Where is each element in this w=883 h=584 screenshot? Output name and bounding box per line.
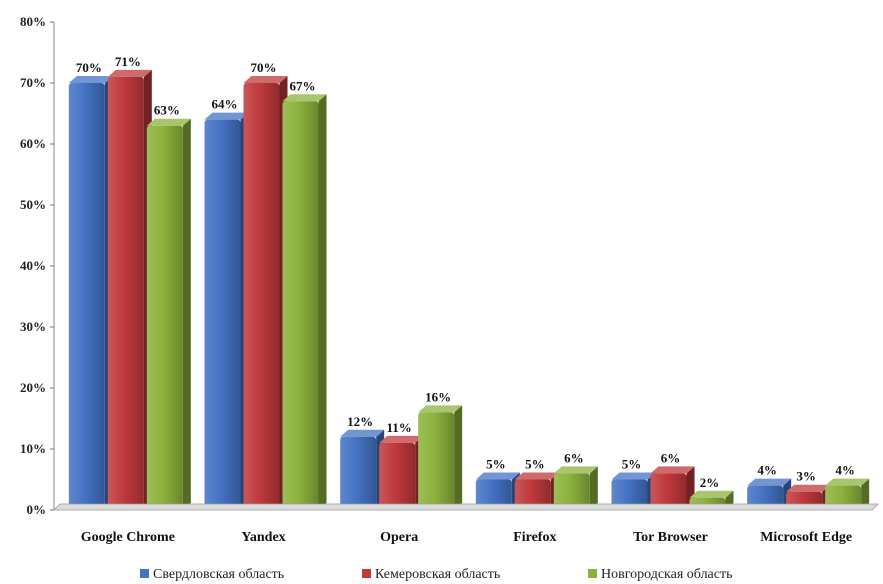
bar-front <box>553 473 590 510</box>
data-label: 3% <box>796 469 816 484</box>
bar-top <box>146 118 191 126</box>
category-label: Firefox <box>513 530 556 545</box>
bar <box>146 118 191 510</box>
category-labels: Google Chrome Yandex Opera Firefox Tor Brows… <box>81 530 852 545</box>
data-labels: 70% 71% 63% 64% 70% 67% 12% 11% 16% 5% 5% 6% 5% 6% 2% 4… <box>76 54 855 490</box>
bar <box>107 69 152 511</box>
y-tick-label: 50% <box>20 197 46 212</box>
category-label: Opera <box>380 530 418 545</box>
data-label: 11% <box>387 420 412 435</box>
data-label: 63% <box>154 103 180 118</box>
chart-floor <box>53 503 879 511</box>
bar <box>553 466 598 510</box>
bar-front <box>418 412 455 510</box>
bar-top <box>611 472 656 480</box>
bar-front <box>243 83 280 510</box>
data-label: 5% <box>525 457 545 472</box>
bar-front <box>514 479 551 510</box>
category-label: Microsoft Edge <box>760 530 852 545</box>
data-label: 5% <box>622 457 642 472</box>
y-tick-label: 30% <box>20 319 46 334</box>
bar-top <box>204 112 249 120</box>
y-tick-label: 70% <box>20 75 46 90</box>
bar-top <box>553 466 598 474</box>
data-label: 4% <box>757 463 777 478</box>
bar <box>204 112 249 510</box>
bar-top <box>786 484 831 492</box>
bar-front <box>475 479 512 510</box>
data-label: 12% <box>347 414 373 429</box>
data-label: 71% <box>115 54 141 69</box>
bar-top <box>68 76 113 83</box>
bar <box>340 429 385 510</box>
bar-front <box>611 479 648 510</box>
data-label: 5% <box>486 457 506 472</box>
bar-front <box>650 473 687 510</box>
bar-side <box>318 94 327 511</box>
legend: Свердловская область Кемеровская область Н… <box>140 567 732 582</box>
y-tick-label: 0% <box>27 502 47 517</box>
y-tick-label: 10% <box>20 441 46 456</box>
bar <box>243 76 288 510</box>
y-tick-label: 20% <box>20 380 46 395</box>
bar-side <box>589 466 598 510</box>
bar <box>418 405 463 510</box>
bar-top <box>689 490 734 498</box>
bar <box>650 466 695 510</box>
legend-label: Новгородская область <box>601 567 732 582</box>
bar-top <box>107 69 152 77</box>
y-tick-label: 60% <box>20 136 46 151</box>
data-label: 6% <box>661 450 681 465</box>
y-tick-label: 40% <box>20 258 46 273</box>
data-label: 2% <box>700 475 720 490</box>
bar <box>379 435 424 510</box>
bar-top <box>418 405 463 413</box>
bar-top <box>650 466 695 474</box>
bar-top <box>747 478 792 486</box>
legend-item: Свердловская область <box>140 567 284 582</box>
legend-swatch <box>140 569 149 578</box>
data-label: 70% <box>76 60 102 75</box>
bar-front <box>282 101 319 511</box>
bar <box>68 76 113 510</box>
legend-swatch <box>362 569 371 578</box>
category-label: Google Chrome <box>81 530 175 545</box>
data-label: 6% <box>564 450 584 465</box>
legend-label: Свердловская область <box>153 567 284 582</box>
y-tick-label: 80% <box>20 14 46 29</box>
bar-top <box>475 472 520 480</box>
x-axis <box>53 503 879 511</box>
bar-front <box>340 436 377 510</box>
bar-side <box>861 478 870 510</box>
bar-top <box>825 478 870 486</box>
legend-item: Новгородская область <box>588 567 732 582</box>
category-label: Tor Browser <box>633 530 708 545</box>
data-label: 64% <box>212 97 238 112</box>
bar-top <box>282 94 327 102</box>
bar-top <box>379 435 424 443</box>
category-label: Yandex <box>241 530 285 545</box>
bar-front <box>379 442 416 510</box>
bar-front <box>68 83 105 510</box>
bar-front <box>107 76 144 511</box>
data-label: 4% <box>835 463 855 478</box>
bar-front <box>146 125 183 510</box>
bar-front <box>204 119 241 510</box>
legend-label: Кемеровская область <box>375 567 500 582</box>
bar-side <box>182 118 191 510</box>
legend-item: Кемеровская область <box>362 567 500 582</box>
bar-top <box>514 472 559 480</box>
y-axis: 0% 10% 20% 30% 40% 50% 60% 70% 80% <box>20 14 55 517</box>
data-label: 67% <box>290 78 316 93</box>
data-label: 16% <box>425 389 451 404</box>
bar-side <box>454 405 463 510</box>
bar-top <box>243 76 288 83</box>
data-label: 70% <box>251 60 277 75</box>
legend-swatch <box>588 569 597 578</box>
bar <box>282 94 327 511</box>
bar-top <box>340 429 385 437</box>
bars <box>68 69 870 511</box>
